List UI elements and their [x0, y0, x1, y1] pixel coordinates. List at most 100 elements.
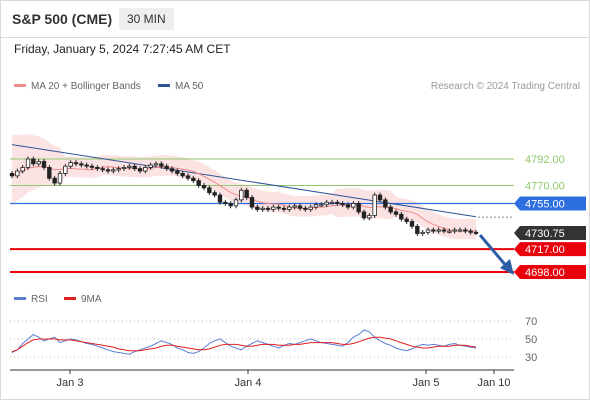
- candles-group: [9, 156, 479, 236]
- candle: [79, 163, 84, 166]
- candle: [255, 206, 260, 210]
- candle: [367, 215, 372, 219]
- candle: [52, 177, 57, 184]
- candle: [137, 168, 143, 172]
- candle: [457, 229, 463, 232]
- rsi-level-label: 70: [525, 316, 537, 328]
- candle: [159, 163, 164, 167]
- candle: [473, 231, 479, 234]
- candle: [105, 169, 111, 172]
- datetime-label: Friday, January 5, 2024 7:27:45 AM CET: [14, 42, 231, 56]
- price-label: 4770.00: [525, 180, 565, 192]
- candle: [372, 194, 377, 216]
- candle: [425, 229, 431, 233]
- candle: [249, 197, 255, 208]
- candle: [31, 158, 36, 165]
- ma20-swatch: [14, 83, 26, 87]
- candle: [148, 164, 153, 168]
- legend-9ma-label: 9MA: [81, 294, 102, 305]
- x-axis-label: Jan 5: [413, 377, 440, 389]
- rsi-9ma-line: [11, 336, 477, 353]
- candle: [260, 207, 265, 210]
- candle: [164, 165, 169, 170]
- credit-text: Research © 2024 Trading Central: [430, 81, 580, 92]
- candle: [463, 229, 468, 232]
- candle: [180, 173, 185, 177]
- candle: [244, 189, 249, 198]
- forecast-arrow: [478, 234, 510, 269]
- candle: [15, 170, 20, 177]
- candle: [47, 167, 52, 179]
- candle: [319, 204, 324, 207]
- candle: [345, 204, 351, 208]
- ma50-line: [11, 144, 477, 218]
- rsi-level-label: 30: [525, 352, 537, 364]
- candle: [68, 162, 73, 167]
- candle: [185, 175, 191, 179]
- x-axis-label: Jan 10: [477, 377, 510, 389]
- candle: [169, 168, 175, 172]
- candle: [191, 177, 196, 182]
- candle: [313, 204, 319, 208]
- legend-ma20-label: MA 20 + Bollinger Bands: [31, 81, 141, 92]
- candle: [89, 165, 95, 168]
- candle: [281, 207, 287, 210]
- candle: [383, 199, 388, 208]
- 9ma-swatch: [64, 296, 76, 300]
- candle: [287, 206, 292, 210]
- candle: [340, 203, 345, 206]
- candle: [239, 189, 244, 201]
- price-label: 4717.00: [525, 244, 565, 256]
- chart-header: S&P 500 (CME) 30 MIN: [1, 1, 589, 38]
- price-label: 4730.75: [525, 228, 565, 240]
- price-label-tag: [514, 226, 586, 240]
- candle: [73, 162, 79, 165]
- candle: [297, 205, 303, 209]
- candle: [212, 192, 217, 196]
- ma50-swatch: [158, 83, 170, 87]
- candle: [228, 203, 233, 207]
- x-axis-label: Jan 4: [235, 377, 262, 389]
- price-label: 4792.00: [525, 154, 565, 166]
- x-axis-label: Jan 3: [57, 377, 84, 389]
- candle: [217, 194, 223, 203]
- candle: [41, 161, 47, 168]
- candle: [420, 231, 425, 234]
- legend-ma50-label: MA 50: [175, 81, 204, 92]
- candle: [308, 206, 313, 210]
- candle: [271, 206, 276, 210]
- timeframe-button[interactable]: 30 MIN: [119, 8, 174, 30]
- candle: [441, 229, 447, 232]
- price-label: 4755.00: [525, 198, 565, 210]
- candle: [404, 218, 409, 222]
- price-label-tag: [514, 196, 586, 211]
- candle: [36, 161, 41, 165]
- candle: [329, 201, 335, 204]
- candle: [276, 206, 281, 209]
- symbol-title: S&P 500 (CME): [12, 11, 113, 27]
- candle: [223, 201, 228, 204]
- rsi-swatch: [14, 296, 26, 300]
- candle: [292, 205, 297, 208]
- candle: [388, 206, 393, 213]
- candle: [324, 201, 329, 206]
- ma20-line: [11, 165, 477, 232]
- bollinger-band: [12, 133, 476, 240]
- price-label: 4698.00: [525, 267, 565, 279]
- legend-ma20: MA 20 + Bollinger Bands: [14, 81, 141, 92]
- candle: [9, 173, 15, 177]
- candle: [377, 194, 383, 201]
- candle: [447, 230, 452, 233]
- candle: [468, 230, 473, 233]
- candle: [201, 185, 207, 189]
- candle: [452, 229, 457, 232]
- candle: [153, 163, 159, 166]
- candle: [100, 168, 105, 171]
- candle: [25, 158, 31, 168]
- candle: [127, 165, 132, 168]
- candle: [265, 207, 271, 210]
- candle: [121, 167, 127, 170]
- candle: [143, 167, 148, 172]
